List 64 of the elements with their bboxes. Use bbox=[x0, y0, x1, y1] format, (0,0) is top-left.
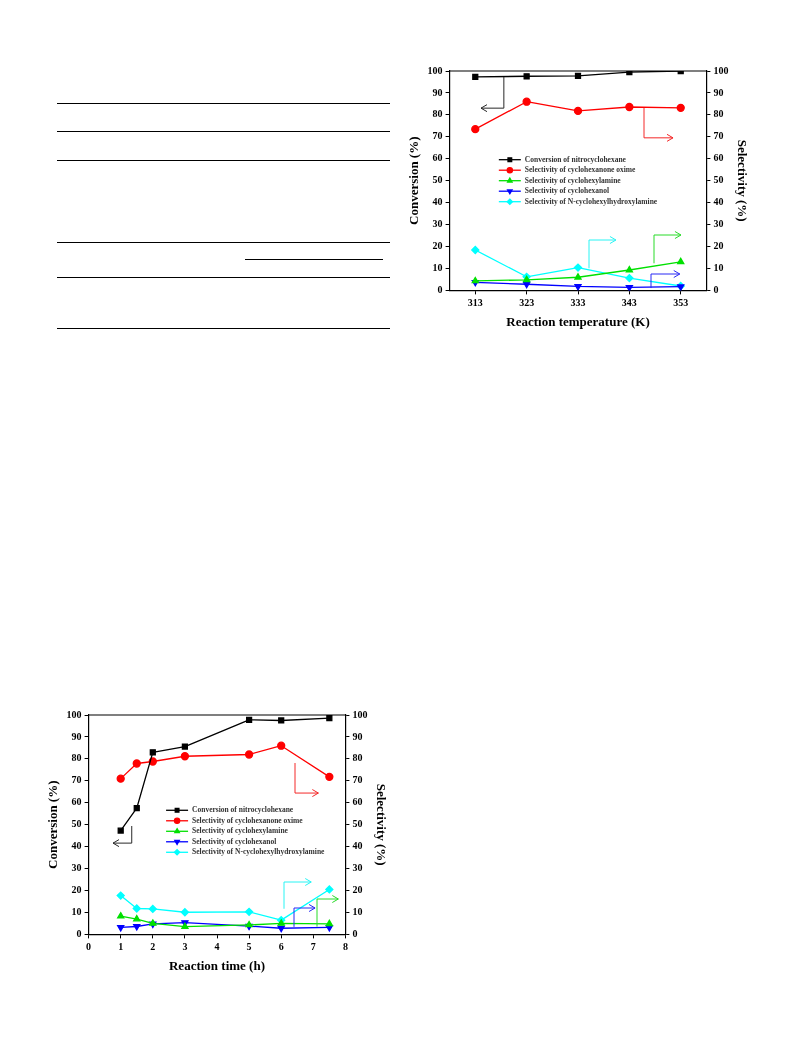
y2-tick-label: 100 bbox=[713, 64, 729, 76]
y2-tick-label: 80 bbox=[713, 108, 724, 120]
y-tick-label: 30 bbox=[432, 218, 443, 230]
y-axis-title: Conversion (%) bbox=[45, 780, 61, 869]
x-tick-label: 313 bbox=[467, 296, 483, 308]
x-tick-label: 4 bbox=[214, 940, 220, 952]
y-tick-label: 20 bbox=[432, 240, 443, 252]
y2-tick-label: 100 bbox=[352, 708, 368, 720]
x-tick-label: 333 bbox=[570, 296, 586, 308]
y2-tick-label: 50 bbox=[352, 818, 363, 830]
y2-tick-label: 0 bbox=[352, 927, 358, 939]
y2-tick-label: 20 bbox=[713, 240, 724, 252]
x-tick-label: 7 bbox=[310, 940, 316, 952]
y2-tick-label: 70 bbox=[352, 774, 363, 786]
y-tick-label: 100 bbox=[427, 64, 443, 76]
x-tick-label: 8 bbox=[342, 940, 348, 952]
y-tick-label: 60 bbox=[432, 152, 443, 164]
y-tick-label: 20 bbox=[71, 884, 82, 896]
y-tick-label: 100 bbox=[66, 708, 82, 720]
y-tick-label: 60 bbox=[71, 796, 82, 808]
x-tick-label: 6 bbox=[278, 940, 284, 952]
y2-tick-label: 30 bbox=[713, 218, 724, 230]
y-tick-label: 50 bbox=[432, 174, 443, 186]
x-tick-label: 0 bbox=[86, 940, 92, 952]
y2-tick-label: 70 bbox=[713, 130, 724, 142]
y-tick-label: 40 bbox=[71, 840, 82, 852]
x-axis-title: Reaction temperature (K) bbox=[506, 313, 650, 329]
y-tick-label: 80 bbox=[71, 752, 82, 764]
x-tick-label: 5 bbox=[246, 940, 252, 952]
y-tick-label: 30 bbox=[71, 862, 82, 874]
x-tick-label: 3 bbox=[182, 940, 188, 952]
y2-tick-label: 60 bbox=[713, 152, 724, 164]
y-tick-label: 10 bbox=[432, 262, 443, 274]
y2-tick-label: 60 bbox=[352, 796, 363, 808]
x-axis-title: Reaction time (h) bbox=[168, 957, 266, 973]
y-tick-label: 10 bbox=[71, 906, 82, 918]
y-axis-title: Conversion (%) bbox=[406, 136, 422, 225]
y-tick-label: 70 bbox=[71, 774, 82, 786]
y-tick-label: 90 bbox=[71, 730, 82, 742]
y2-tick-label: 80 bbox=[352, 752, 363, 764]
x-tick-label: 1 bbox=[118, 940, 124, 952]
y2-tick-label: 50 bbox=[713, 174, 724, 186]
y2-tick-label: 40 bbox=[713, 196, 724, 208]
y2-tick-label: 10 bbox=[713, 262, 724, 274]
y-tick-label: 80 bbox=[432, 108, 443, 120]
x-tick-label: 353 bbox=[673, 296, 689, 308]
x-tick-label: 343 bbox=[621, 296, 637, 308]
y2-tick-label: 20 bbox=[352, 884, 363, 896]
y-tick-label: 50 bbox=[71, 818, 82, 830]
y-tick-label: 70 bbox=[432, 130, 443, 142]
y2-axis-title: Selectivity (%) bbox=[734, 139, 750, 222]
y2-axis-title: Selectivity (%) bbox=[373, 783, 389, 866]
y2-tick-label: 30 bbox=[352, 862, 363, 874]
y2-tick-label: 90 bbox=[352, 730, 363, 742]
y-tick-label: 0 bbox=[76, 927, 82, 939]
x-tick-label: 2 bbox=[150, 940, 156, 952]
y-tick-label: 90 bbox=[432, 86, 443, 98]
y-tick-label: 0 bbox=[437, 283, 443, 295]
y-tick-label: 40 bbox=[432, 196, 443, 208]
y2-tick-label: 90 bbox=[713, 86, 724, 98]
x-tick-label: 323 bbox=[519, 296, 535, 308]
y2-tick-label: 40 bbox=[352, 840, 363, 852]
y2-tick-label: 0 bbox=[713, 283, 719, 295]
y2-tick-label: 10 bbox=[352, 906, 363, 918]
